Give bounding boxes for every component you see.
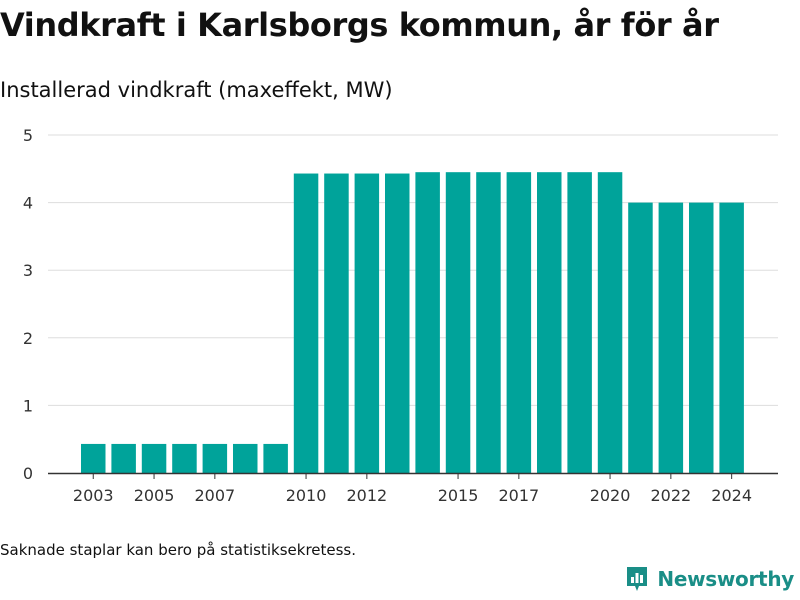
y-tick-label: 5 xyxy=(23,126,33,145)
newsworthy-logo-icon xyxy=(627,567,648,591)
bar-2014 xyxy=(415,172,440,473)
y-tick-label: 1 xyxy=(23,396,33,415)
y-tick-label: 2 xyxy=(23,329,33,348)
y-tick-label: 3 xyxy=(23,261,33,280)
y-tick-label: 0 xyxy=(23,464,33,483)
x-tick-label: 2015 xyxy=(438,486,479,505)
x-tick-label: 2003 xyxy=(73,486,114,505)
bar-2018 xyxy=(537,172,562,473)
x-tick-label: 2017 xyxy=(498,486,539,505)
bar-2006 xyxy=(172,443,197,473)
bar-2022 xyxy=(658,202,684,473)
bar-2024 xyxy=(719,202,744,473)
footnote: Saknade staplar kan bero på statistiksek… xyxy=(0,541,357,559)
chart-subtitle: Installerad vindkraft (maxeffekt, MW) xyxy=(0,78,393,102)
newsworthy-logo[interactable]: Newsworthy xyxy=(625,564,794,594)
bar-2015 xyxy=(445,172,471,473)
x-tick-label: 2010 xyxy=(286,486,327,505)
bar-chart: 0 1 2 3 4 5 2003 2005 2007 2010 2012 2015 2017 2020 20… xyxy=(23,126,778,505)
bar-2023 xyxy=(689,202,714,473)
x-tick-label: 2022 xyxy=(650,486,691,505)
bar-2008 xyxy=(233,443,258,473)
bar-2011 xyxy=(324,173,349,474)
bar-2009 xyxy=(263,443,288,473)
x-tick-label: 2012 xyxy=(346,486,387,505)
bar-2013 xyxy=(385,173,410,474)
bar-2005 xyxy=(141,443,167,473)
bar-2010 xyxy=(293,173,319,474)
bar-2019 xyxy=(567,172,592,473)
bar-2003 xyxy=(81,443,106,473)
bar-2016 xyxy=(476,172,501,473)
x-tick-label: 2024 xyxy=(711,486,752,505)
x-tick-label: 2007 xyxy=(194,486,235,505)
y-tick-label: 4 xyxy=(23,194,33,213)
bar-2012 xyxy=(354,173,380,474)
bar-2004 xyxy=(111,443,136,473)
x-tick-label: 2005 xyxy=(134,486,175,505)
x-tick-label: 2020 xyxy=(590,486,631,505)
brand-name: Newsworthy xyxy=(657,567,794,591)
chart-title: Vindkraft i Karlsborgs kommun, år för år xyxy=(0,6,719,44)
bar-2017 xyxy=(506,172,532,473)
bar-2007 xyxy=(202,443,228,473)
bar-2020 xyxy=(597,172,623,473)
bar-2021 xyxy=(628,202,653,473)
